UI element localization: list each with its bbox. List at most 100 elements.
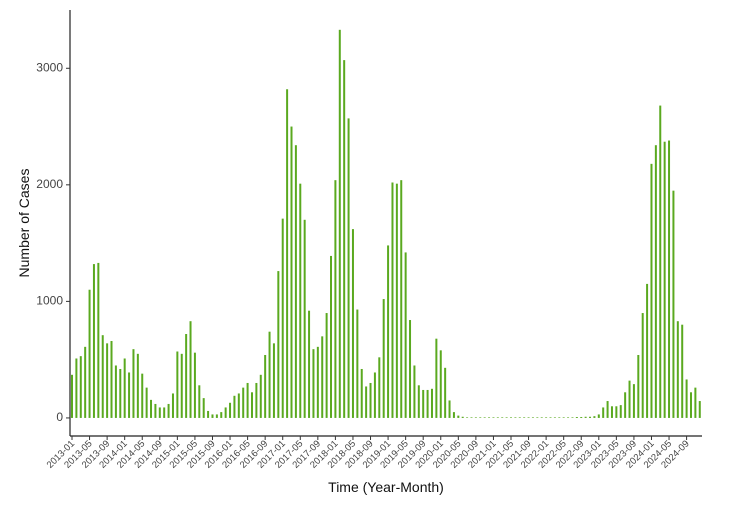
bar — [448, 400, 451, 418]
bar — [505, 417, 508, 418]
bar — [171, 393, 174, 418]
bar — [185, 334, 188, 418]
bar — [584, 416, 587, 418]
bar — [250, 392, 253, 418]
bar — [602, 407, 605, 418]
bar — [545, 417, 548, 418]
bar — [646, 283, 649, 418]
bar — [369, 382, 372, 418]
bar — [466, 417, 469, 418]
bar — [128, 372, 131, 418]
bar — [654, 145, 657, 418]
bar — [229, 402, 232, 418]
bar — [207, 410, 210, 418]
bar — [167, 403, 170, 418]
bar — [233, 395, 236, 418]
bar — [668, 140, 671, 418]
bar — [562, 417, 565, 418]
bar — [246, 382, 249, 418]
bar — [575, 417, 578, 418]
bar — [308, 310, 311, 418]
bar — [255, 382, 258, 418]
bar — [365, 386, 368, 418]
bar — [553, 417, 556, 418]
bar — [163, 407, 166, 418]
bar — [106, 343, 109, 418]
y-tick-label: 2000 — [36, 177, 63, 191]
bar — [224, 407, 227, 418]
bar — [444, 367, 447, 418]
bar — [461, 416, 464, 418]
bar — [689, 392, 692, 418]
bar — [325, 313, 328, 418]
bar — [193, 352, 196, 418]
bar — [220, 412, 223, 418]
bar — [470, 417, 473, 418]
bar — [558, 417, 561, 418]
bar — [268, 331, 271, 418]
bar — [536, 417, 539, 418]
bar — [610, 406, 613, 418]
bar — [303, 219, 306, 418]
bar — [84, 346, 87, 418]
bar — [215, 414, 218, 418]
bar — [391, 182, 394, 418]
bar — [123, 358, 126, 418]
bar — [330, 255, 333, 418]
bar — [395, 183, 398, 418]
bar — [659, 105, 662, 418]
bar — [452, 412, 455, 418]
bar — [492, 417, 495, 418]
bar — [136, 353, 139, 418]
bar — [79, 356, 82, 418]
bar — [110, 341, 113, 418]
bar — [382, 299, 385, 418]
bar — [312, 349, 315, 418]
bar — [150, 399, 153, 418]
bar — [351, 229, 354, 418]
bar — [145, 387, 148, 418]
bar — [615, 406, 618, 418]
bar — [242, 387, 245, 418]
bar — [97, 262, 100, 418]
bar — [430, 388, 433, 418]
bar — [685, 379, 688, 418]
bar — [154, 403, 157, 418]
bar — [523, 417, 526, 418]
bar — [158, 407, 161, 418]
bar — [176, 351, 179, 418]
bar — [400, 180, 403, 418]
bar — [580, 417, 583, 418]
bar — [597, 414, 600, 418]
bar — [479, 417, 482, 418]
bar — [119, 368, 122, 418]
bar — [681, 324, 684, 418]
bar — [277, 271, 280, 418]
bar — [628, 380, 631, 418]
bar — [439, 350, 442, 418]
bar — [672, 190, 675, 418]
bar — [404, 252, 407, 418]
bar — [281, 218, 284, 418]
bar — [641, 313, 644, 418]
bar — [189, 321, 192, 418]
bar — [571, 417, 574, 418]
y-axis-label: Number of Cases — [16, 169, 32, 278]
bar — [483, 417, 486, 418]
bar — [510, 417, 512, 418]
bar — [417, 385, 420, 418]
bar — [347, 118, 350, 418]
bar — [409, 320, 412, 418]
bar — [259, 374, 262, 418]
y-tick-label: 1000 — [36, 294, 63, 308]
bar — [496, 417, 499, 418]
bar — [101, 335, 104, 418]
bar — [180, 353, 183, 418]
bar — [567, 417, 570, 418]
bar — [202, 398, 205, 418]
bar — [356, 309, 359, 418]
bar — [71, 374, 73, 418]
x-axis-label: Time (Year-Month) — [328, 479, 444, 495]
bar — [527, 417, 530, 418]
